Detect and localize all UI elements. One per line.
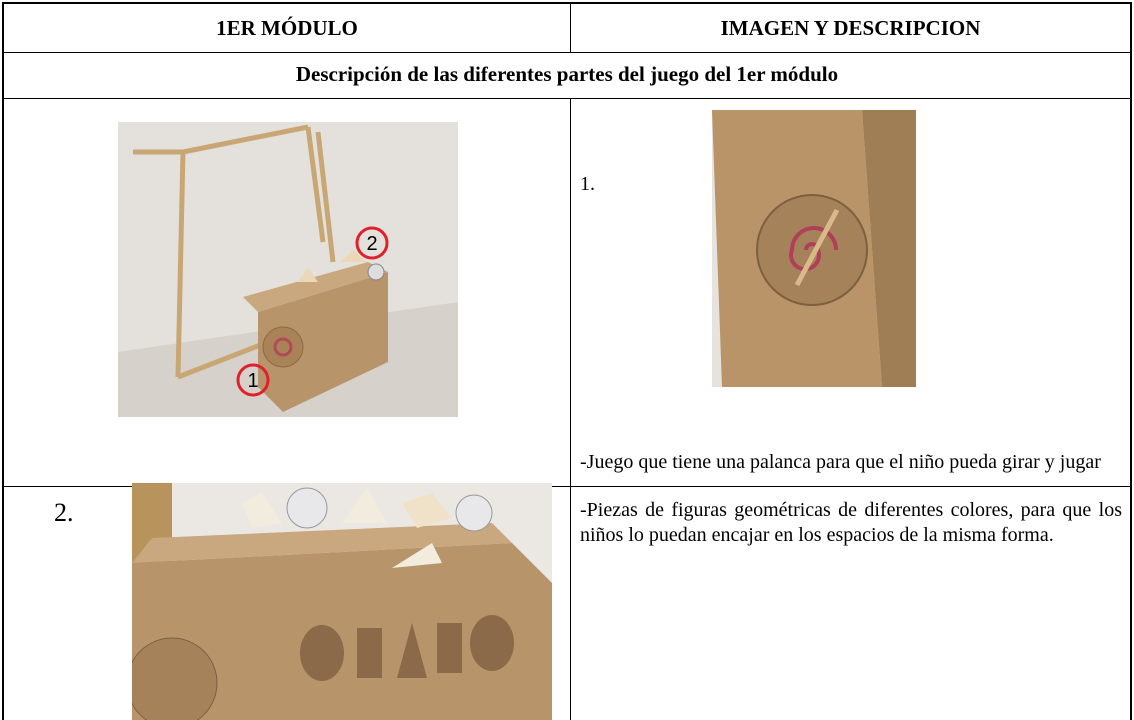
header-cell: IMAGEN Y DESCRIPCION <box>720 16 981 40</box>
border <box>570 2 571 52</box>
photo: 1 2 <box>118 122 458 417</box>
border <box>2 98 1132 99</box>
border <box>2 2 1132 4</box>
item-number: 2. <box>54 498 74 527</box>
photo <box>132 483 552 720</box>
photo-marker: 1 <box>247 370 258 392</box>
description: -Piezas de figuras geométricas de difere… <box>580 499 1122 546</box>
border <box>1130 2 1132 720</box>
photo-marker: 2 <box>366 233 377 255</box>
border <box>2 2 4 720</box>
header-cell: 1ER MÓDULO <box>216 16 358 40</box>
item-number: 1. <box>580 173 595 195</box>
border <box>2 486 1132 487</box>
photo <box>712 110 916 387</box>
border <box>570 98 571 720</box>
border <box>2 52 1132 53</box>
subtitle: Descripción de las diferentes partes del… <box>295 62 839 86</box>
description: -Juego que tiene una palanca para que el… <box>580 451 1101 473</box>
